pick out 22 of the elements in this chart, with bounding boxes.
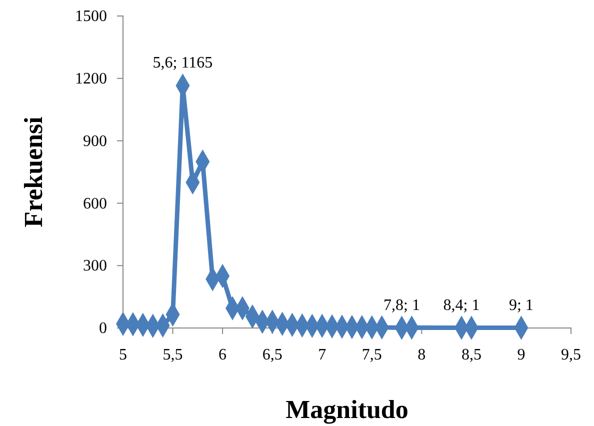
x-tick-label: 9,5: [561, 346, 581, 364]
annotation: 9; 1: [508, 296, 534, 314]
x-tick-label: 7: [318, 346, 326, 364]
x-tick-label: 7,5: [362, 346, 382, 364]
y-tick-label: 1500: [75, 8, 107, 26]
annotation: 8,4; 1: [443, 296, 480, 314]
annotation: 7,8; 1: [384, 296, 420, 314]
x-tick-label: 6: [218, 346, 227, 364]
x-tick-label: 9: [517, 346, 526, 364]
y-axis-title: Frekuensi: [19, 116, 48, 228]
annotation: 5,6; 1165: [152, 54, 213, 72]
y-tick-label: 900: [83, 132, 107, 150]
x-tick-label: 8,5: [461, 346, 482, 364]
y-tick-label: 1200: [75, 70, 107, 88]
x-axis-title: Magnitudo: [286, 395, 408, 424]
x-tick-label: 5: [119, 346, 127, 364]
y-tick-label: 600: [83, 195, 107, 212]
y-tick-label: 0: [99, 320, 107, 338]
y-tick-label: 300: [83, 258, 107, 275]
x-tick-label: 6,5: [262, 346, 282, 364]
x-tick-label: 5,5: [162, 346, 183, 364]
x-tick-label: 8: [418, 346, 426, 364]
